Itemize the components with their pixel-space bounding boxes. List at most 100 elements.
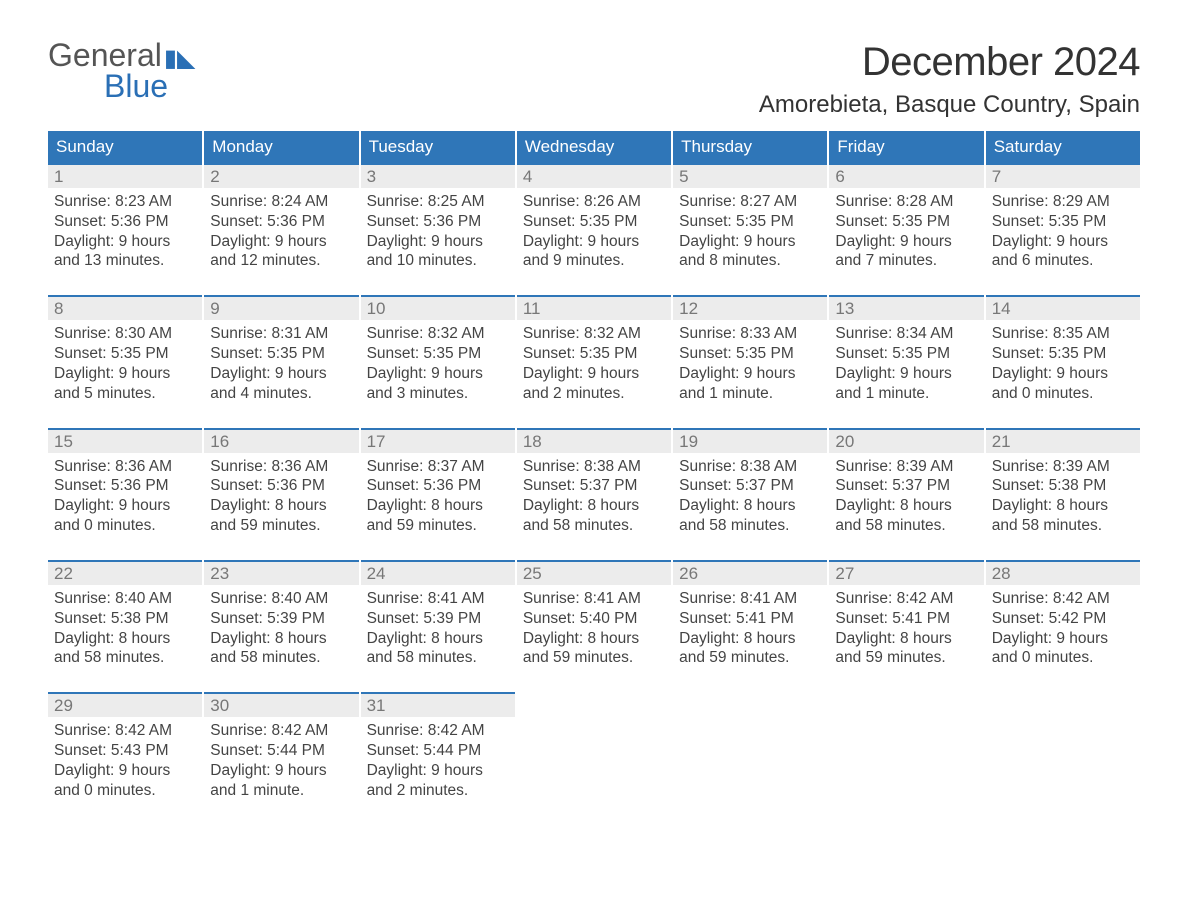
day-details: Sunrise: 8:26 AMSunset: 5:35 PMDaylight:… [517,188,671,271]
daylight-line: Daylight: 9 hours and 6 minutes. [992,232,1134,272]
day-number: 2 [204,165,358,188]
day-details: Sunrise: 8:42 AMSunset: 5:44 PMDaylight:… [204,717,358,800]
sunrise-line: Sunrise: 8:42 AM [835,589,977,609]
day-details: Sunrise: 8:39 AMSunset: 5:37 PMDaylight:… [829,453,983,536]
day-details: Sunrise: 8:24 AMSunset: 5:36 PMDaylight:… [204,188,358,271]
day-number: 24 [361,562,515,585]
day-number: 30 [204,694,358,717]
sunset-line: Sunset: 5:43 PM [54,741,196,761]
sunset-line: Sunset: 5:36 PM [367,476,509,496]
day-number: 15 [48,430,202,453]
daylight-line: Daylight: 9 hours and 0 minutes. [992,629,1134,669]
sunrise-line: Sunrise: 8:39 AM [835,457,977,477]
day-number: 9 [204,297,358,320]
calendar-cell: 1Sunrise: 8:23 AMSunset: 5:36 PMDaylight… [48,163,202,295]
sunset-line: Sunset: 5:38 PM [992,476,1134,496]
sunrise-line: Sunrise: 8:29 AM [992,192,1134,212]
calendar-cell: 22Sunrise: 8:40 AMSunset: 5:38 PMDayligh… [48,560,202,692]
day-details: Sunrise: 8:42 AMSunset: 5:42 PMDaylight:… [986,585,1140,668]
sunrise-line: Sunrise: 8:38 AM [523,457,665,477]
sunrise-line: Sunrise: 8:37 AM [367,457,509,477]
page-subtitle: Amorebieta, Basque Country, Spain [759,91,1140,119]
calendar-cell: 19Sunrise: 8:38 AMSunset: 5:37 PMDayligh… [673,428,827,560]
daylight-line: Daylight: 9 hours and 8 minutes. [679,232,821,272]
sunset-line: Sunset: 5:35 PM [992,212,1134,232]
calendar-cell: 6Sunrise: 8:28 AMSunset: 5:35 PMDaylight… [829,163,983,295]
calendar-cell-empty [517,692,671,824]
day-details: Sunrise: 8:37 AMSunset: 5:36 PMDaylight:… [361,453,515,536]
day-details: Sunrise: 8:40 AMSunset: 5:39 PMDaylight:… [204,585,358,668]
sunset-line: Sunset: 5:36 PM [54,212,196,232]
calendar-cell: 5Sunrise: 8:27 AMSunset: 5:35 PMDaylight… [673,163,827,295]
sunset-line: Sunset: 5:35 PM [523,212,665,232]
calendar-cell: 15Sunrise: 8:36 AMSunset: 5:36 PMDayligh… [48,428,202,560]
sunset-line: Sunset: 5:35 PM [835,212,977,232]
day-number: 3 [361,165,515,188]
weekday-header: Friday [829,131,983,163]
daylight-line: Daylight: 9 hours and 4 minutes. [210,364,352,404]
sunrise-line: Sunrise: 8:42 AM [210,721,352,741]
day-details: Sunrise: 8:23 AMSunset: 5:36 PMDaylight:… [48,188,202,271]
day-number: 23 [204,562,358,585]
sunrise-line: Sunrise: 8:33 AM [679,324,821,344]
sunrise-line: Sunrise: 8:32 AM [523,324,665,344]
calendar-cell: 28Sunrise: 8:42 AMSunset: 5:42 PMDayligh… [986,560,1140,692]
daylight-line: Daylight: 8 hours and 58 minutes. [367,629,509,669]
calendar-cell: 20Sunrise: 8:39 AMSunset: 5:37 PMDayligh… [829,428,983,560]
calendar-cell: 9Sunrise: 8:31 AMSunset: 5:35 PMDaylight… [204,295,358,427]
day-details: Sunrise: 8:35 AMSunset: 5:35 PMDaylight:… [986,320,1140,403]
logo-flag-icon: ▮◣ [164,48,196,71]
title-block: December 2024 Amorebieta, Basque Country… [759,40,1140,119]
sunset-line: Sunset: 5:35 PM [679,344,821,364]
sunset-line: Sunset: 5:36 PM [54,476,196,496]
logo-text-bottom: Blue [104,71,196,101]
daylight-line: Daylight: 9 hours and 0 minutes. [54,496,196,536]
sunset-line: Sunset: 5:41 PM [835,609,977,629]
daylight-line: Daylight: 9 hours and 2 minutes. [367,761,509,801]
sunrise-line: Sunrise: 8:30 AM [54,324,196,344]
sunset-line: Sunset: 5:35 PM [992,344,1134,364]
weekday-header: Sunday [48,131,202,163]
day-details: Sunrise: 8:29 AMSunset: 5:35 PMDaylight:… [986,188,1140,271]
sunset-line: Sunset: 5:36 PM [367,212,509,232]
sunrise-line: Sunrise: 8:40 AM [210,589,352,609]
calendar-cell: 12Sunrise: 8:33 AMSunset: 5:35 PMDayligh… [673,295,827,427]
sunset-line: Sunset: 5:37 PM [679,476,821,496]
calendar-cell: 16Sunrise: 8:36 AMSunset: 5:36 PMDayligh… [204,428,358,560]
calendar-cell: 26Sunrise: 8:41 AMSunset: 5:41 PMDayligh… [673,560,827,692]
calendar-cell-empty [829,692,983,824]
calendar-cell: 24Sunrise: 8:41 AMSunset: 5:39 PMDayligh… [361,560,515,692]
daylight-line: Daylight: 8 hours and 58 minutes. [54,629,196,669]
daylight-line: Daylight: 9 hours and 0 minutes. [992,364,1134,404]
daylight-line: Daylight: 9 hours and 9 minutes. [523,232,665,272]
day-number: 19 [673,430,827,453]
day-number: 14 [986,297,1140,320]
calendar-cell: 30Sunrise: 8:42 AMSunset: 5:44 PMDayligh… [204,692,358,824]
sunset-line: Sunset: 5:35 PM [679,212,821,232]
calendar-cell: 4Sunrise: 8:26 AMSunset: 5:35 PMDaylight… [517,163,671,295]
sunset-line: Sunset: 5:36 PM [210,212,352,232]
day-number: 25 [517,562,671,585]
sunset-line: Sunset: 5:44 PM [367,741,509,761]
day-number: 16 [204,430,358,453]
day-number: 4 [517,165,671,188]
sunrise-line: Sunrise: 8:41 AM [679,589,821,609]
logo: General ▮◣ Blue [48,40,196,101]
day-details: Sunrise: 8:32 AMSunset: 5:35 PMDaylight:… [361,320,515,403]
daylight-line: Daylight: 8 hours and 59 minutes. [210,496,352,536]
calendar-cell: 7Sunrise: 8:29 AMSunset: 5:35 PMDaylight… [986,163,1140,295]
weekday-header: Monday [204,131,358,163]
calendar-grid: SundayMondayTuesdayWednesdayThursdayFrid… [48,131,1140,825]
sunset-line: Sunset: 5:44 PM [210,741,352,761]
calendar-cell: 23Sunrise: 8:40 AMSunset: 5:39 PMDayligh… [204,560,358,692]
calendar-cell: 25Sunrise: 8:41 AMSunset: 5:40 PMDayligh… [517,560,671,692]
day-details: Sunrise: 8:36 AMSunset: 5:36 PMDaylight:… [48,453,202,536]
daylight-line: Daylight: 9 hours and 7 minutes. [835,232,977,272]
sunrise-line: Sunrise: 8:36 AM [54,457,196,477]
daylight-line: Daylight: 9 hours and 3 minutes. [367,364,509,404]
day-number: 1 [48,165,202,188]
sunset-line: Sunset: 5:38 PM [54,609,196,629]
day-details: Sunrise: 8:34 AMSunset: 5:35 PMDaylight:… [829,320,983,403]
daylight-line: Daylight: 8 hours and 59 minutes. [367,496,509,536]
day-details: Sunrise: 8:41 AMSunset: 5:41 PMDaylight:… [673,585,827,668]
